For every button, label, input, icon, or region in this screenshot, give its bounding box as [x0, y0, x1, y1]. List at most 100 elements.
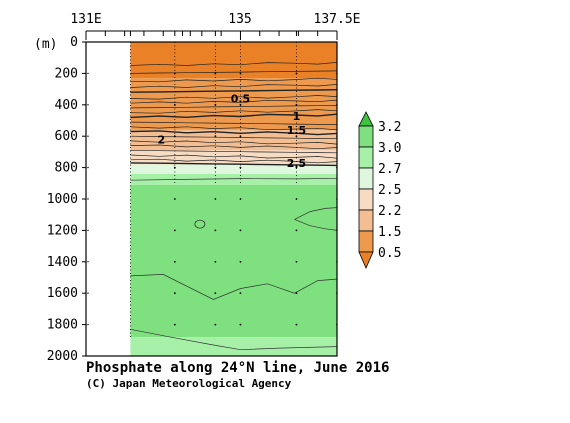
- grid-dot-0-1: [214, 72, 217, 75]
- grid-dot-0-0: [173, 72, 176, 75]
- contour-label-1-5: 1.5: [287, 124, 307, 137]
- grid-dot-2-1: [214, 135, 217, 138]
- y-tick-label-1000: 1000: [47, 192, 78, 207]
- contour-line-19: [130, 162, 337, 167]
- grid-dot-2-2: [239, 135, 242, 138]
- chart-title: Phosphate along 24°N line, June 2016: [86, 360, 389, 376]
- contour-line-7: [130, 105, 337, 109]
- y-axis-unit-label: (m): [34, 37, 57, 52]
- contour-line-3: [130, 84, 337, 88]
- color-band-2: [130, 129, 337, 151]
- colorbar-label-2-7: 2.7: [378, 162, 401, 177]
- grid-dot-left-0: [87, 72, 89, 75]
- grid-dot-5-0: [173, 229, 176, 232]
- grid-dot-3-2: [239, 166, 242, 169]
- grid-dot-6-0: [173, 260, 176, 263]
- credit-text: (C) Japan Meteorological Agency: [86, 377, 292, 390]
- station-lines: [130, 42, 337, 338]
- contour-line-0: [130, 62, 337, 66]
- grid-dot-1-1: [214, 103, 217, 106]
- contour-label-1: 1: [293, 110, 301, 123]
- grid-dot-8-3: [295, 323, 298, 326]
- x-tick-label-137-5E: 137.5E: [314, 12, 361, 27]
- x-tick-label-131E: 131E: [70, 12, 101, 27]
- grid-dot-left-6: [87, 261, 89, 263]
- plot-area: [86, 42, 337, 356]
- colorbar-segment-2: [358, 167, 374, 190]
- y-tick-label-1800: 1800: [47, 318, 78, 333]
- colorbar-label-2-2: 2.2: [378, 204, 401, 219]
- grid-dot-4-1: [214, 198, 217, 200]
- grid-dot-1-0: [173, 103, 176, 106]
- grid-dot-4-0: [173, 198, 176, 200]
- no-data-region: [86, 42, 123, 356]
- color-band-5: [130, 173, 337, 185]
- y-tick-label-1600: 1600: [47, 286, 78, 301]
- colorbar-label-1-5: 1.5: [378, 225, 401, 240]
- color-bands: [130, 42, 337, 356]
- contour-line-17: [130, 154, 337, 159]
- grid-dot-4-3: [295, 198, 298, 200]
- deep-contour-2: [294, 207, 337, 220]
- y-axis-ticks: 0 200 400 600 800 1000 1200 1400 1600 1800 2000: [47, 35, 86, 364]
- grid-dot-left-8: [87, 323, 89, 326]
- contour-label-2: 2: [157, 133, 165, 146]
- grid-dot-5-3: [295, 229, 298, 232]
- deep-contour-4: [130, 328, 337, 351]
- color-band-6: [130, 184, 337, 338]
- y-tick-label-2000: 2000: [47, 349, 78, 364]
- grid-dot-7-1: [214, 292, 217, 295]
- colorbar-label-3-0: 3.0: [378, 141, 401, 156]
- contour-line-2: [130, 77, 337, 83]
- contour-line-8: [130, 109, 337, 114]
- contour-line-11: [130, 126, 337, 131]
- colorbar-top-arrow: [358, 111, 374, 127]
- grid-dot-left-5: [87, 229, 89, 232]
- y-tick-label-800: 800: [55, 161, 78, 176]
- grid-dot-1-3: [295, 103, 298, 106]
- grid-dot-4-2: [239, 198, 242, 200]
- grid-dot-7-2: [239, 292, 242, 295]
- colorbar-bottom-arrow: [358, 251, 374, 269]
- y-tick-label-600: 600: [55, 129, 78, 144]
- colorbar-label-2-5: 2.5: [378, 183, 401, 198]
- contour-line-4: [130, 89, 337, 93]
- grid-dot-7-3: [295, 292, 298, 295]
- grid-dot-left-4: [87, 198, 89, 200]
- grid-dot-3-3: [295, 166, 298, 169]
- grid-dot-2-0: [173, 135, 176, 138]
- colorbar-segment-3: [358, 188, 374, 211]
- colorbar-label-3-2: 3.2: [378, 120, 401, 135]
- grid-dot-0-2: [239, 72, 242, 75]
- contour-label-0-5: 0.5: [231, 93, 251, 106]
- deep-contour-3: [294, 219, 337, 231]
- grid-dot-5-2: [239, 229, 242, 232]
- contour-line-1: [130, 70, 337, 74]
- grid-dot-1-2: [239, 103, 242, 106]
- contour-line-14: [130, 140, 337, 145]
- grid-dot-8-2: [239, 323, 242, 326]
- grid-dot-6-2: [239, 260, 242, 263]
- y-tick-label-200: 200: [55, 66, 78, 81]
- colorbar: 3.2 3.0 2.7 2.5 2.2 1.5 0.5: [358, 111, 401, 269]
- contour-line-16: [130, 149, 337, 154]
- grid-dot-left-7: [87, 292, 89, 294]
- colorbar-label-0-5: 0.5: [378, 246, 401, 261]
- grid-dot-8-0: [173, 323, 176, 326]
- grid-dot-3-1: [214, 166, 217, 169]
- y-tick-label-1200: 1200: [47, 223, 78, 238]
- color-band-4: [130, 164, 337, 174]
- top-axis-ticks: [85, 31, 338, 40]
- y-tick-label-400: 400: [55, 98, 78, 113]
- grid-dot-8-1: [214, 323, 217, 326]
- contour-label-2-5: 2.5: [287, 157, 307, 170]
- grid-dot-6-3: [295, 260, 298, 263]
- colorbar-segment-4: [358, 209, 374, 232]
- color-band-7: [130, 337, 337, 356]
- grid-dot-0-3: [295, 72, 298, 75]
- closed-contour: [194, 219, 206, 229]
- contour-line-5: [130, 95, 337, 100]
- grid-dot-2-3: [295, 135, 298, 138]
- y-tick-label-1400: 1400: [47, 255, 78, 270]
